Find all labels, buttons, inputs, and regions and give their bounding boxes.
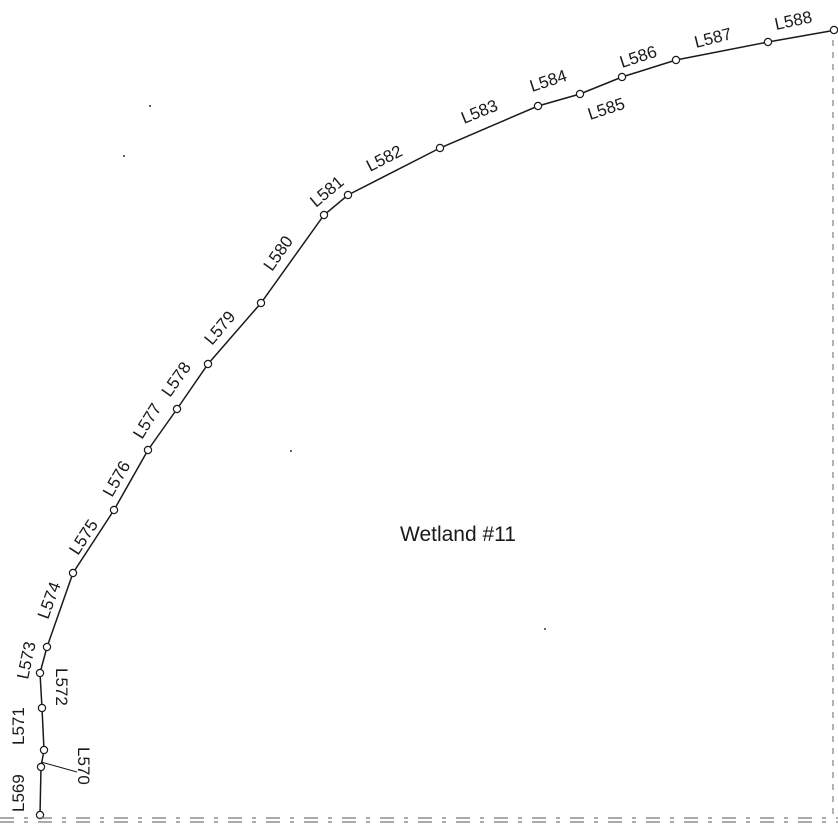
label-l569: L569 [9,774,28,812]
vertex [617,72,627,82]
scan-speck [123,155,125,157]
vertex [37,703,47,713]
label-l571: L571 [9,707,28,745]
vertex [256,298,266,308]
label-l573: L573 [13,640,39,681]
scan-speck [149,105,151,107]
vertex [575,89,585,99]
label-l585: L585 [585,94,627,124]
label-l580: L580 [260,232,297,274]
label-l588: L588 [773,7,814,33]
vertex [172,404,182,414]
label-l582: L582 [363,141,405,175]
label-l572: L572 [52,668,71,706]
vertex [203,359,213,369]
wetland-area-label: Wetland #11 [400,523,516,546]
vertex [143,445,153,455]
vertex [343,190,353,200]
label-l583: L583 [458,96,500,128]
label-l581: L581 [306,172,347,211]
vertex [39,745,49,755]
vertex [42,642,52,652]
vertex [68,568,78,578]
label-l578: L578 [158,358,195,400]
vertex [35,668,45,678]
scan-speck [290,450,292,452]
label-l576: L576 [99,458,134,500]
vertex [671,55,681,65]
bottom-hatch-border [0,817,838,823]
vertex [319,210,329,220]
vertex [829,25,838,35]
label-l584: L584 [527,66,569,96]
label-l574: L574 [34,579,65,621]
vertex [35,810,45,820]
label-l577: L577 [129,400,165,442]
label-l579: L579 [201,307,240,348]
label-l570: L570 [74,747,93,785]
survey-vertices [35,25,838,820]
vertex [109,505,119,515]
vertex [533,101,543,111]
leader-line-l570 [40,761,78,773]
vertex [36,762,46,772]
label-l587: L587 [692,24,733,52]
vertex [763,37,773,47]
scan-speck [544,628,546,630]
vertex [435,143,445,153]
